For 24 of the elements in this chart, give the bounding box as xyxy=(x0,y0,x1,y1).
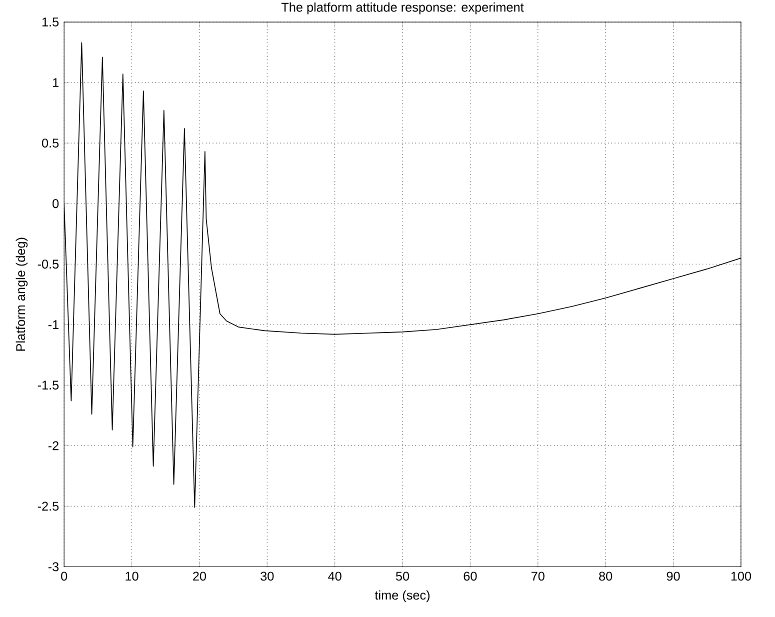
y-tick-label: -2 xyxy=(48,441,58,450)
y-tick-label: -1 xyxy=(48,320,58,330)
x-tick-label: 20 xyxy=(193,572,206,581)
x-tick-label: 40 xyxy=(328,572,342,581)
x-tick-label: 70 xyxy=(531,572,544,581)
y-tick-label: -3 xyxy=(48,562,59,572)
x-tick-label: 50 xyxy=(396,572,410,581)
x-tick-label: 10 xyxy=(126,572,138,581)
x-tick-label: 90 xyxy=(666,572,680,581)
x-tick-label: 100 xyxy=(731,572,752,581)
chart-title: The platform attitude response: experiment xyxy=(281,2,524,14)
x-tick-label: 30 xyxy=(260,572,274,581)
x-tick-label: 60 xyxy=(464,572,477,581)
y-tick-label: 0.5 xyxy=(42,138,59,148)
y-tick-label: -2.5 xyxy=(38,502,59,511)
y-tick-label: 1 xyxy=(53,78,58,88)
y-tick-label: -0.5 xyxy=(38,260,59,269)
y-axis-title: Platform angle (deg) xyxy=(16,238,28,351)
y-tick-label: 1.5 xyxy=(42,18,59,27)
x-tick-label: 0 xyxy=(61,572,68,581)
x-axis-title: time (sec) xyxy=(374,590,430,602)
x-tick-label: 80 xyxy=(599,572,612,581)
y-tick-label: 0 xyxy=(52,199,59,208)
y-tick-label: -1.5 xyxy=(38,380,59,390)
